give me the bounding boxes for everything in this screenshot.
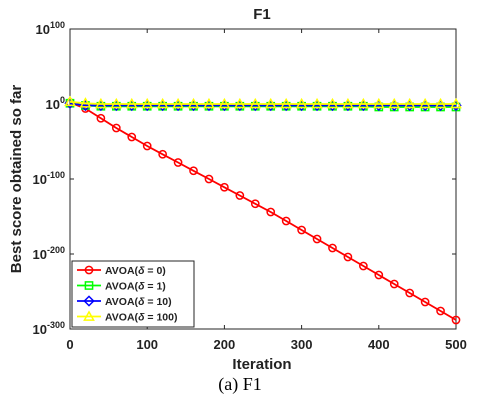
y-tick-label: 10100	[36, 20, 66, 37]
x-tick-label: 500	[445, 337, 467, 352]
data-point-marker	[295, 97, 308, 109]
data-point-marker	[142, 141, 152, 151]
data-point-marker	[84, 265, 94, 275]
data-point-marker	[405, 288, 415, 298]
y-axis-ticks: 10100 100 10-100 10-200 10-300	[33, 20, 456, 337]
data-point-marker	[297, 225, 306, 235]
legend-label: AVOA(δ = 1)	[105, 281, 166, 293]
x-tick-label: 200	[214, 337, 236, 352]
y-tick-label: 100	[46, 95, 65, 112]
data-point-marker	[79, 97, 92, 108]
data-point-marker	[359, 261, 368, 271]
legend-item: AVOA(δ = 0)	[77, 265, 166, 277]
legend: AVOA(δ = 0) AVOA(δ = 1) AVOA(δ = 10) AVOA(δ…	[71, 260, 195, 328]
data-point-marker	[235, 191, 245, 200]
data-point-marker	[374, 270, 384, 280]
data-point-marker	[388, 97, 401, 109]
legend-label: AVOA(δ = 0)	[105, 265, 166, 277]
x-tick-label: 100	[136, 337, 158, 352]
x-tick-label: 300	[291, 337, 313, 352]
convergence-chart: F1 0 100 200 300 400 500 10100 100 10-100 10-200…	[8, 6, 467, 372]
y-tick-label: 10-100	[33, 170, 65, 187]
data-point-marker	[158, 149, 167, 159]
data-point-marker	[141, 97, 154, 109]
data-point-marker	[189, 166, 198, 176]
data-point-marker	[187, 97, 200, 109]
legend-item: AVOA(δ = 10)	[77, 295, 172, 308]
data-point-marker	[83, 310, 95, 321]
data-point-marker	[156, 97, 169, 109]
data-point-marker	[96, 113, 106, 123]
data-point-marker	[250, 199, 260, 209]
x-axis-ticks: 0 100 200 300 400 500	[66, 29, 467, 352]
data-point-marker	[125, 97, 138, 109]
y-tick-label: 10-300	[33, 320, 65, 337]
data-point-marker	[64, 95, 76, 107]
data-point-marker	[218, 97, 231, 109]
data-point-marker	[94, 97, 107, 109]
x-axis-label: Iteration	[232, 356, 291, 372]
data-point-marker	[342, 97, 354, 109]
data-point-marker	[450, 97, 462, 109]
data-point-marker	[233, 97, 246, 109]
data-point-marker	[326, 97, 339, 109]
x-tick-label: 400	[368, 337, 390, 352]
data-point-marker	[389, 279, 399, 289]
chart-title: F1	[253, 6, 271, 23]
data-point-marker	[343, 252, 353, 262]
x-tick-label: 0	[66, 337, 73, 352]
y-tick-label: 10-200	[33, 245, 65, 262]
legend-item: AVOA(δ = 100)	[77, 310, 177, 324]
data-point-marker	[312, 234, 322, 244]
series-layer	[64, 95, 462, 325]
data-point-marker	[84, 281, 94, 290]
data-point-marker	[357, 97, 370, 109]
series-3	[64, 95, 462, 109]
y-axis-label: Best score obtained so far	[8, 85, 25, 274]
data-point-marker	[451, 315, 461, 325]
legend-label: AVOA(δ = 10)	[105, 296, 172, 308]
data-point-marker	[203, 97, 215, 109]
data-point-marker	[172, 97, 184, 109]
legend-item: AVOA(δ = 1)	[77, 281, 166, 293]
data-point-marker	[127, 132, 137, 142]
data-point-marker	[420, 297, 430, 307]
data-point-marker	[434, 97, 447, 109]
data-point-marker	[280, 97, 293, 109]
data-point-marker	[173, 158, 183, 167]
data-point-marker	[249, 97, 262, 109]
data-point-marker	[83, 295, 95, 307]
data-point-marker	[110, 97, 123, 109]
data-point-marker	[436, 306, 445, 316]
data-point-marker	[419, 97, 432, 109]
data-point-marker	[281, 216, 291, 226]
data-point-marker	[372, 97, 385, 109]
data-point-marker	[264, 97, 277, 109]
data-point-marker	[328, 243, 337, 253]
data-point-marker	[111, 123, 121, 133]
legend-label: AVOA(δ = 100)	[105, 312, 177, 324]
figure-caption: (a) F1	[218, 374, 262, 394]
data-point-marker	[220, 182, 229, 192]
data-point-marker	[311, 97, 323, 109]
data-point-marker	[204, 174, 214, 184]
data-point-marker	[266, 207, 276, 217]
data-point-marker	[403, 97, 416, 109]
